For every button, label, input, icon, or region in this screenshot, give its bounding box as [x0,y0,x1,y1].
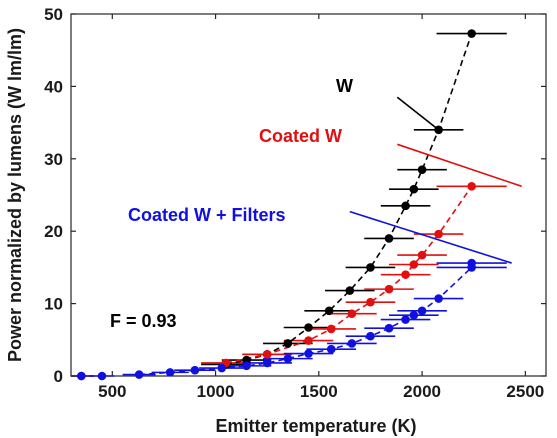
x-tick-label: 1500 [300,382,338,401]
data-point-w [417,165,427,174]
data-point-w [384,234,394,243]
data-point-coated-w-filters [409,310,419,320]
data-point-coated-w [304,336,313,345]
data-point-coated-w [417,250,427,260]
annotation-line-coated-w-filters [349,210,512,264]
data-point-coated-w-filters [401,315,410,324]
data-point-coated-w [409,260,419,269]
data-point-coated-w [401,270,410,279]
x-axis-label: Emitter temperature (K) [215,416,416,436]
data-point-coated-w-filters [283,354,293,363]
data-point-coated-w [467,182,476,191]
data-point-coated-w [384,284,394,294]
data-point-coated-w-filters [97,371,107,381]
data-point-coated-w-filters [384,323,394,333]
x-tick-label: 1000 [197,382,235,401]
data-point-coated-w-filters [165,368,175,377]
data-point-coated-w-filters [434,294,443,303]
data-point-coated-w-filters [326,344,336,354]
data-point-coated-w [262,349,272,359]
data-markers [77,29,476,381]
data-point-coated-w-filters [190,365,200,375]
data-point-coated-w [326,324,336,334]
axes: 500 1000 1500 2000 2500 0 10 20 30 40 50 [44,5,546,401]
annotations: W Coated W Coated W + Filters F = 0.93 [110,76,522,331]
series-curve-coated-w-filters [139,263,473,376]
data-point-w [283,339,293,348]
x-tick-label: 2500 [506,382,544,401]
data-point-coated-w-filters [242,361,251,371]
data-point-coated-w-filters [417,306,427,316]
series-curve-coated-w [225,185,473,364]
data-point-coated-w-filters [217,363,227,373]
data-point-w [324,306,334,316]
annotation-label-w: W [336,76,353,96]
annotation-line-w [396,96,440,131]
data-point-w [467,29,476,38]
y-tick-label: 30 [44,150,63,169]
data-point-w [345,286,355,295]
data-point-w [366,263,375,272]
data-point-coated-w-filters [366,331,375,341]
y-tick-label: 10 [44,295,63,314]
y-tick-label: 20 [44,222,63,241]
data-point-coated-w [366,297,375,307]
y-tick-label: 40 [44,77,63,96]
data-point-w [304,323,313,332]
data-point-w [401,201,410,211]
y-tick-label: 0 [54,367,63,386]
data-point-w [409,184,419,194]
annotation-label-coated-w-filters: Coated W + Filters [128,205,286,225]
annotation-line-coated-w [397,143,522,188]
annotation-label-f: F = 0.93 [110,311,177,331]
data-point-coated-w-filters [262,358,272,368]
annotation-label-coated-w: Coated W [259,126,342,146]
data-point-coated-w-filters [347,339,357,348]
data-point-coated-w [434,229,443,239]
data-point-coated-w-filters [134,370,144,379]
y-tick-label: 50 [44,5,63,24]
data-point-coated-w [347,309,357,319]
data-point-coated-w-filters [77,371,86,381]
data-point-coated-w-filters [304,349,313,358]
plot-area [70,13,547,377]
x-tick-label: 2000 [403,382,441,401]
data-point-coated-w-filters [467,258,476,268]
x-tick-label: 500 [98,382,126,401]
y-axis-label: Power normalized by lumens (W lm/lm) [5,28,25,362]
plot-frame [70,13,547,377]
